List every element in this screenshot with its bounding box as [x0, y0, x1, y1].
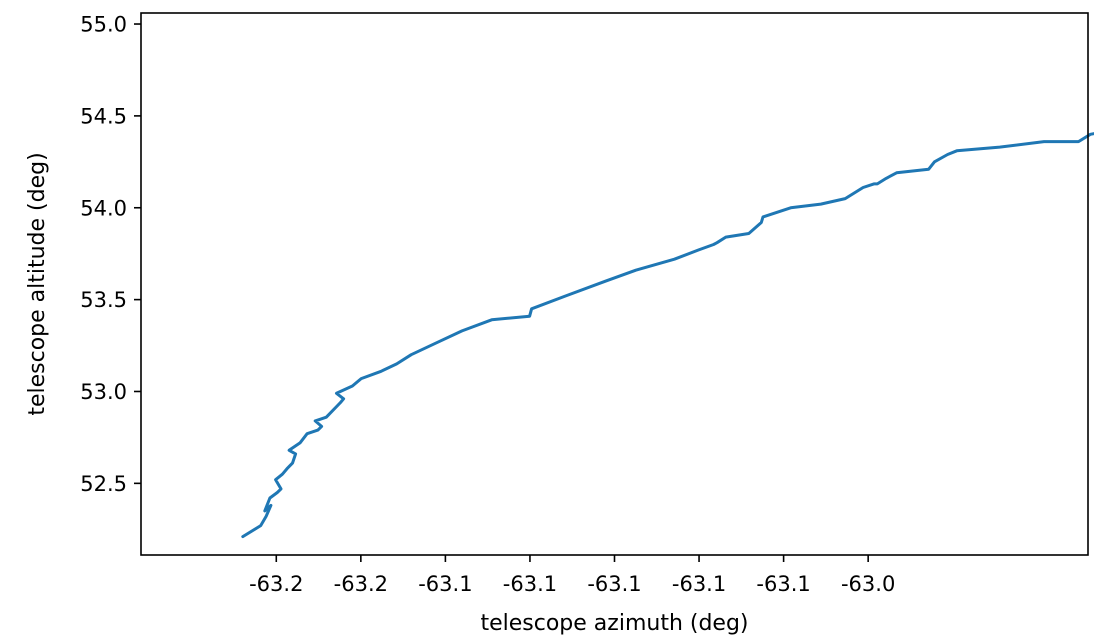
- x-tick-label: -63.2: [249, 572, 303, 596]
- x-tick-label: -63.1: [418, 572, 472, 596]
- y-tick-label: 53.5: [80, 288, 127, 312]
- x-tick-label: -63.1: [503, 572, 557, 596]
- x-tick-label: -63.0: [841, 572, 895, 596]
- x-axis-ticks: -63.2 -63.2 -63.1 -63.1 -63.1 -63.1 -63.1 -63.0: [249, 555, 895, 596]
- y-axis-ticks: 52.5 53.0 53.5 54.0 54.5 55.0: [80, 13, 141, 496]
- x-tick-label: -63.1: [672, 572, 726, 596]
- y-tick-label: 52.5: [80, 472, 127, 496]
- axes-frame: [140, 12, 1089, 556]
- y-tick-label: 54.5: [80, 104, 127, 128]
- y-axis-label: telescope altitude (deg): [25, 152, 50, 415]
- x-axis-label: telescope azimuth (deg): [480, 611, 748, 636]
- y-tick-label: 53.0: [80, 380, 127, 404]
- x-tick-label: -63.1: [756, 572, 810, 596]
- x-tick-label: -63.1: [587, 572, 641, 596]
- plot-area: [141, 13, 1088, 555]
- y-tick-label: 55.0: [80, 13, 127, 37]
- x-tick-label: -63.2: [334, 572, 388, 596]
- y-tick-label: 54.0: [80, 196, 127, 220]
- series-line: [241, 132, 1094, 539]
